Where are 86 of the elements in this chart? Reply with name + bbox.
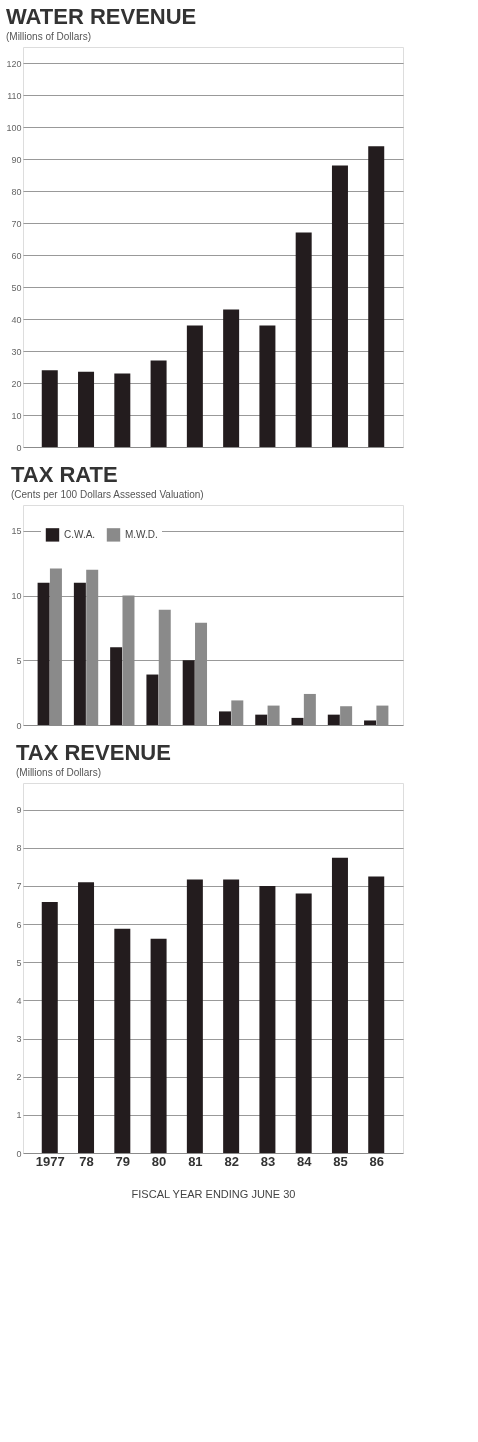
chart-title: TAX REVENUE [15,740,171,765]
y-tick-label: 3 [16,1034,22,1045]
y-tick-label: 80 [11,186,22,197]
bar [122,595,135,725]
bar [267,705,280,725]
y-tick-label: 5 [16,655,22,666]
y-tick-label: 5 [16,957,22,968]
x-tick-label: 80 [151,1153,167,1169]
bar [150,938,167,1153]
y-tick-label: 50 [11,282,22,293]
chart-title: TAX RATE [10,462,118,487]
y-tick-label: 8 [16,843,22,854]
bar [195,622,208,725]
chart-subtitle: (Millions of Dollars) [5,31,91,42]
bar [364,720,377,725]
y-tick-label: 90 [11,154,22,165]
x-axis-title: FISCAL YEAR ENDING JUNE 30 [131,1187,296,1200]
y-tick-label: 4 [16,995,22,1006]
bar [340,706,353,725]
y-tick-label: 6 [16,919,22,930]
x-tick-label: 81 [188,1153,203,1169]
x-tick-label: 79 [115,1153,131,1169]
bar [114,928,131,1153]
bar [86,569,99,725]
legend-label: C.W.A. [64,528,96,540]
y-tick-label: 7 [16,881,22,892]
x-tick-label: 78 [79,1153,94,1169]
bar [376,705,389,725]
bar [259,325,276,447]
bar [259,885,276,1153]
y-tick-label: 10 [11,410,22,421]
legend-label: M.W.D. [125,528,158,540]
bar [303,693,316,725]
y-tick-label: 20 [11,378,22,389]
y-tick-label: 0 [16,720,22,731]
bar [146,674,159,725]
x-tick-label: 85 [333,1153,348,1169]
bar [78,882,95,1153]
bar [327,714,340,725]
y-tick-label: 0 [16,442,22,453]
bar [295,893,312,1153]
x-tick-label: 83 [260,1153,276,1169]
bar [73,582,86,725]
bar [331,165,348,447]
bar [49,568,62,725]
y-tick-label: 9 [16,805,22,816]
bar [331,857,348,1153]
chart-subtitle: (Cents per 100 Dollars Assessed Valuation) [10,489,204,500]
bar [110,647,123,725]
y-tick-label: 110 [7,90,22,101]
bar [182,660,195,725]
y-tick-label: 15 [11,526,22,537]
bar [223,879,240,1153]
bar [41,370,58,447]
bar [41,902,58,1153]
y-tick-label: 1 [16,1110,22,1121]
x-tick-label: 1977 [35,1153,65,1169]
chart-title: WATER REVENUE [5,4,197,29]
y-tick-label: 70 [11,218,22,229]
y-tick-label: 100 [6,122,22,133]
bar [368,876,385,1153]
y-tick-label: 10 [11,591,22,602]
y-tick-label: 2 [16,1072,22,1083]
y-tick-label: 0 [16,1148,22,1159]
y-tick-label: 40 [11,314,22,325]
bar [78,371,95,447]
bar [186,325,203,447]
y-tick-label: 120 [6,58,22,69]
bar [231,700,244,725]
bar [255,714,268,725]
x-tick-label: 86 [369,1153,384,1169]
bar [150,360,167,447]
bar [223,309,240,447]
x-tick-label: 82 [224,1153,239,1169]
bar [368,146,385,447]
x-tick-label: 84 [296,1153,313,1169]
bar [291,717,304,725]
bar [218,711,231,725]
chart-subtitle: (Millions of Dollars) [15,767,102,778]
y-tick-label: 30 [11,346,22,357]
bar [295,232,312,447]
bar [158,609,171,725]
bar [114,373,131,447]
y-tick-label: 60 [11,250,22,261]
bar [37,582,50,725]
bar [186,879,203,1153]
